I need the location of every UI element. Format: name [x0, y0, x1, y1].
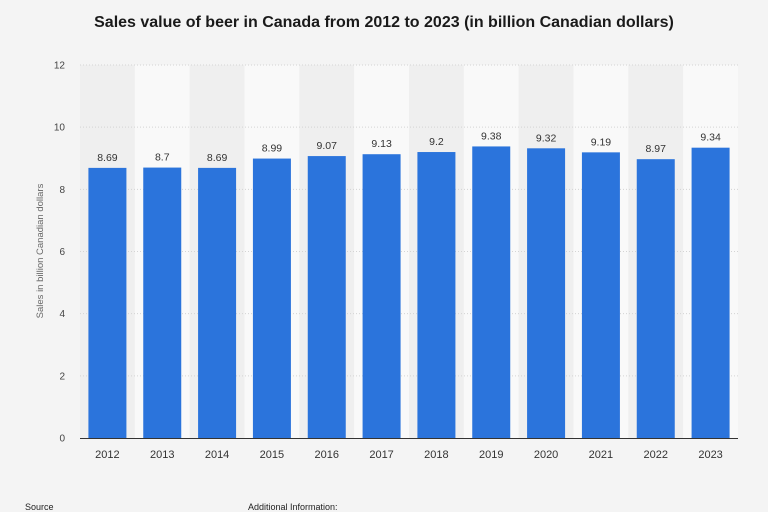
- x-tick-label: 2021: [589, 449, 613, 461]
- data-label-2018: 9.2: [429, 136, 444, 148]
- y-tick-label: 4: [59, 309, 65, 320]
- bar-2021[interactable]: [581, 152, 620, 438]
- x-tick-label: 2019: [479, 449, 503, 461]
- bar-2020[interactable]: [527, 148, 566, 438]
- y-tick-label: 6: [59, 247, 65, 258]
- x-tick-label: 2015: [260, 449, 284, 461]
- x-tick-label: 2020: [534, 449, 558, 461]
- bar-2012[interactable]: [88, 167, 127, 438]
- data-label-2015: 8.99: [262, 143, 283, 155]
- data-label-2017: 9.13: [371, 138, 392, 150]
- bar-2018[interactable]: [417, 152, 456, 439]
- bar-2013[interactable]: [143, 167, 182, 438]
- data-label-2016: 9.07: [317, 140, 338, 152]
- y-tick-label: 2: [59, 371, 65, 382]
- x-tick-label: 2022: [644, 449, 668, 461]
- y-axis-ticks: 0 2 4 6 8 10 12: [54, 61, 66, 445]
- additional-info-label: Additional Information:: [248, 502, 338, 512]
- bar-2014[interactable]: [198, 167, 237, 438]
- x-axis-ticks: 2012 2013 2014 2015 2016 2017 2018 2019 2020 2021…: [95, 449, 723, 461]
- bar-2023[interactable]: [691, 147, 730, 438]
- y-tick-label: 12: [54, 61, 66, 72]
- bar-2016[interactable]: [307, 156, 346, 439]
- x-tick-label: 2012: [95, 449, 119, 461]
- source-label: Source: [25, 502, 54, 512]
- data-label-2012: 8.69: [97, 152, 118, 164]
- data-label-2014: 8.69: [207, 152, 228, 164]
- data-label-2019: 9.38: [481, 130, 502, 142]
- data-label-2021: 9.19: [591, 136, 612, 148]
- bars: [88, 146, 730, 439]
- x-tick-label: 2023: [698, 449, 722, 461]
- data-label-2022: 8.97: [646, 143, 667, 155]
- data-labels: 8.69 8.7 8.69 8.99 9.07 9.13 9.2 9.38 9.32 9.19 8.…: [97, 130, 721, 163]
- x-tick-label: 2014: [205, 449, 229, 461]
- data-label-2013: 8.7: [155, 152, 170, 164]
- x-tick-label: 2018: [424, 449, 448, 461]
- y-tick-label: 0: [59, 434, 65, 445]
- y-tick-label: 8: [59, 185, 65, 196]
- y-tick-label: 10: [54, 123, 66, 134]
- bar-2017[interactable]: [362, 154, 401, 438]
- chart-title: Sales value of beer in Canada from 2012 …: [94, 14, 674, 31]
- x-tick-label: 2016: [315, 449, 339, 461]
- data-label-2020: 9.32: [536, 132, 557, 144]
- data-label-2023: 9.34: [700, 132, 721, 144]
- x-tick-label: 2017: [369, 449, 393, 461]
- x-tick-label: 2013: [150, 449, 174, 461]
- y-axis-label: Sales in billion Canadian dollars: [35, 183, 46, 318]
- bar-2019[interactable]: [472, 146, 511, 438]
- bar-2022[interactable]: [636, 159, 675, 438]
- bar-2015[interactable]: [252, 158, 291, 438]
